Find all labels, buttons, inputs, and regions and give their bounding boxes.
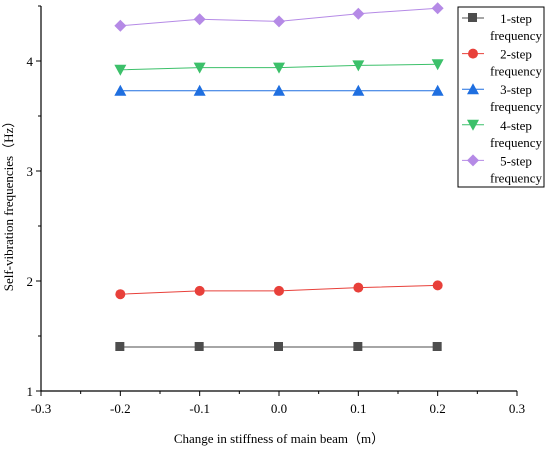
legend-marker xyxy=(467,119,479,131)
legend-marker xyxy=(467,83,479,95)
x-axis: -0.3 -0.2 -0.1 0.0 0.1 0.2 0.3 xyxy=(31,391,525,416)
series-layer xyxy=(114,2,444,351)
legend-label-line1: 3-step xyxy=(500,82,532,97)
data-point xyxy=(114,64,127,76)
data-point xyxy=(193,84,206,96)
data-point xyxy=(114,19,127,32)
data-point xyxy=(431,59,444,71)
data-point xyxy=(273,62,285,74)
y-axis: 1 2 3 4 xyxy=(27,5,41,399)
data-point xyxy=(194,342,204,351)
series-1 xyxy=(115,342,442,351)
data-point xyxy=(115,289,126,300)
data-point xyxy=(432,280,443,291)
data-point xyxy=(273,15,285,28)
legend-marker xyxy=(467,154,479,167)
data-point xyxy=(431,2,444,15)
legend-label-line2: frequency xyxy=(490,99,542,114)
x-tick-label: 0.0 xyxy=(271,401,287,416)
legend-label-line1: 5-step xyxy=(500,153,532,168)
legend-marker xyxy=(468,48,478,59)
data-point xyxy=(352,84,365,96)
series-4 xyxy=(114,59,444,76)
x-tick-label: -0.2 xyxy=(110,401,131,416)
x-tick-label: -0.3 xyxy=(31,401,52,416)
legend-label-line2: frequency xyxy=(490,170,542,185)
data-point xyxy=(274,342,283,351)
data-point xyxy=(353,282,364,293)
legend-label-line1: 4-step xyxy=(500,118,532,133)
data-point xyxy=(115,342,125,351)
data-point xyxy=(274,285,284,296)
legend-label-line1: 2-step xyxy=(500,47,532,62)
legend-entry: 1-step frequency xyxy=(462,11,542,43)
data-point xyxy=(273,84,285,96)
legend-entry: 3-step frequency xyxy=(462,82,542,114)
y-tick-label: 1 xyxy=(27,384,34,399)
x-tick-label: 0.1 xyxy=(350,401,366,416)
data-point xyxy=(193,13,206,26)
data-point xyxy=(114,84,127,96)
legend-label-line2: frequency xyxy=(490,64,542,79)
legend: 1-step frequency 2-step frequency 3-step freq… xyxy=(457,6,545,188)
x-axis-title: Change in stiffness of main beam（m） xyxy=(174,431,384,446)
x-tick-label: -0.1 xyxy=(189,401,210,416)
series-3 xyxy=(114,84,444,96)
data-point xyxy=(432,342,442,351)
data-point xyxy=(353,342,363,351)
y-tick-label: 2 xyxy=(27,274,34,289)
legend-entry: 5-step frequency xyxy=(462,153,542,185)
y-tick-label: 4 xyxy=(27,54,34,69)
y-axis-title: Self-vibration frequencies（Hz） xyxy=(1,115,16,292)
legend-label-line2: frequency xyxy=(490,135,542,150)
x-tick-label: 0.3 xyxy=(509,401,525,416)
data-point xyxy=(193,62,206,74)
data-point xyxy=(431,84,444,96)
series-2 xyxy=(115,280,443,300)
legend-label-line1: 1-step xyxy=(500,11,532,26)
data-point xyxy=(194,285,205,296)
legend-marker xyxy=(468,13,477,22)
y-tick-label: 3 xyxy=(27,164,34,179)
legend-label-line2: frequency xyxy=(490,28,542,43)
data-point xyxy=(352,7,365,20)
legend-entry: 2-step frequency xyxy=(462,47,542,79)
data-point xyxy=(352,60,365,72)
legend-entry: 4-step frequency xyxy=(462,118,542,150)
x-tick-label: 0.2 xyxy=(430,401,446,416)
series-5 xyxy=(114,2,444,32)
